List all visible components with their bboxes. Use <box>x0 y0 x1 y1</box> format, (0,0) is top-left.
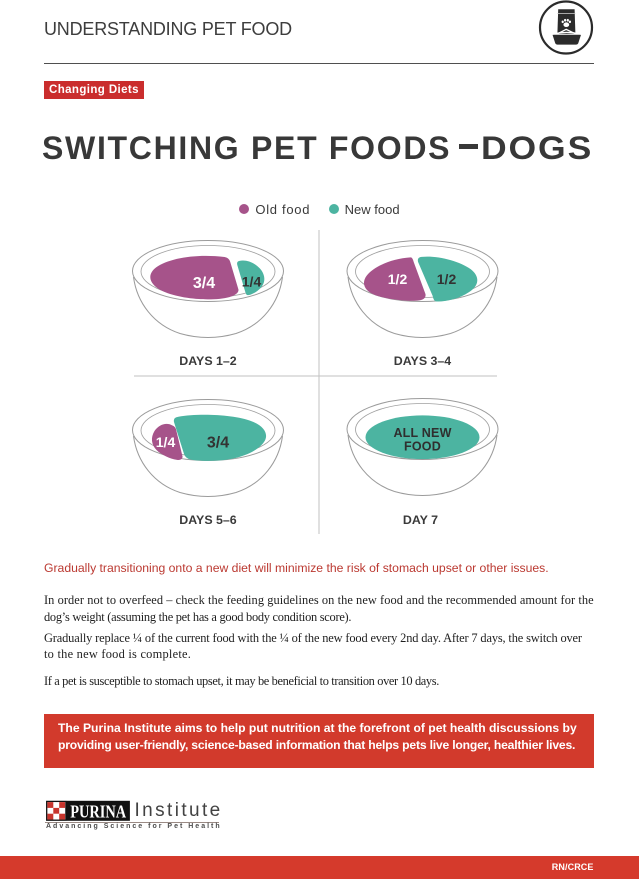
svg-text:1/4: 1/4 <box>156 434 176 450</box>
svg-text:PURINA: PURINA <box>70 801 126 821</box>
svg-text:1/4: 1/4 <box>242 274 262 290</box>
svg-text:DAYS 1–2: DAYS 1–2 <box>179 354 237 368</box>
svg-text:DAYS 3–4: DAYS 3–4 <box>394 354 452 368</box>
svg-text:3/4: 3/4 <box>207 435 229 452</box>
svg-text:3/4: 3/4 <box>193 275 215 292</box>
svg-text:FOOD: FOOD <box>404 440 441 454</box>
svg-text:1/2: 1/2 <box>437 271 457 287</box>
svg-text:ALL NEW: ALL NEW <box>393 426 451 440</box>
svg-text:DAYS 5–6: DAYS 5–6 <box>179 513 237 527</box>
svg-text:DAY 7: DAY 7 <box>403 513 438 527</box>
svg-text:1/2: 1/2 <box>388 271 408 287</box>
